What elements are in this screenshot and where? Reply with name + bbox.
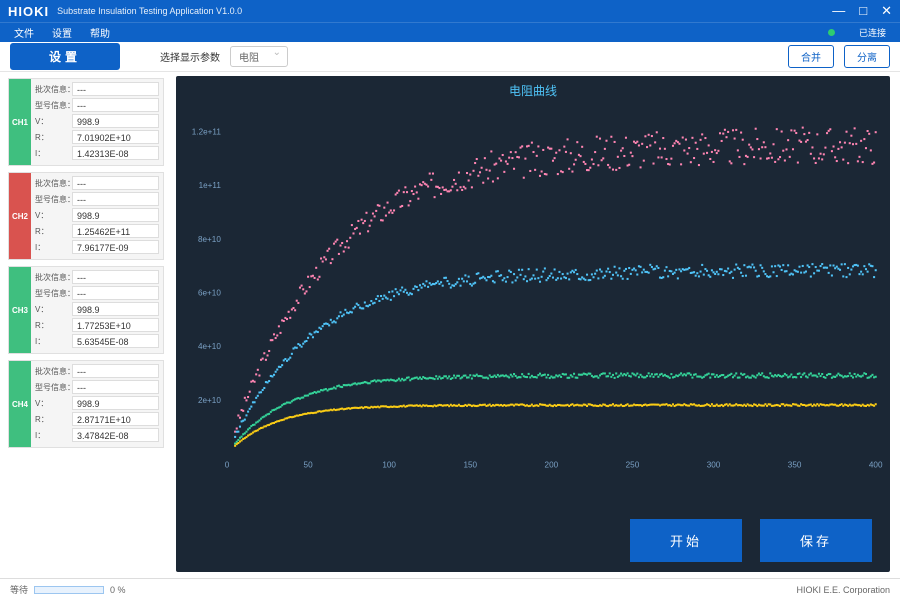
field-label-model: 型号信息： <box>35 194 69 205</box>
field-value-batch: --- <box>72 176 159 190</box>
channel-sidebar: CH1批次信息：---型号信息：---V：998.9R：7.01902E+10I… <box>0 72 172 578</box>
field-label-current: I： <box>35 242 69 253</box>
field-value-voltage: 998.9 <box>72 208 159 222</box>
field-label-voltage: V： <box>35 116 69 127</box>
field-label-batch: 批次信息： <box>35 272 69 283</box>
save-button[interactable]: 保存 <box>760 519 872 562</box>
menu-help[interactable]: 帮助 <box>90 25 110 40</box>
status-wait-label: 等待 <box>10 583 28 596</box>
channel-card: CH2批次信息：---型号信息：---V：998.9R：1.25462E+11I… <box>8 172 164 260</box>
svg-text:300: 300 <box>707 461 721 470</box>
field-value-model: --- <box>72 286 159 300</box>
field-value-batch: --- <box>72 270 159 284</box>
field-value-resistance: 1.77253E+10 <box>72 318 159 332</box>
channel-id-label: CH1 <box>9 79 31 165</box>
field-label-batch: 批次信息： <box>35 366 69 377</box>
menu-settings[interactable]: 设置 <box>52 25 72 40</box>
svg-text:6e+10: 6e+10 <box>198 288 221 297</box>
menu-bar: 文件 设置 帮助 已连接 <box>0 22 900 42</box>
svg-text:100: 100 <box>382 461 396 470</box>
field-label-model: 型号信息： <box>35 100 69 111</box>
maximize-icon[interactable]: □ <box>859 3 867 19</box>
svg-text:4e+10: 4e+10 <box>198 342 221 351</box>
field-value-model: --- <box>72 380 159 394</box>
field-label-resistance: R： <box>35 226 69 237</box>
field-label-voltage: V： <box>35 210 69 221</box>
channel-id-label: CH2 <box>9 173 31 259</box>
svg-text:400: 400 <box>869 461 883 470</box>
field-value-model: --- <box>72 192 159 206</box>
field-label-model: 型号信息： <box>35 382 69 393</box>
title-bar: HIOKI Substrate Insulation Testing Appli… <box>0 0 900 22</box>
channel-id-label: CH3 <box>9 267 31 353</box>
field-label-current: I： <box>35 430 69 441</box>
merge-button[interactable]: 合并 <box>788 45 834 68</box>
close-icon[interactable]: ✕ <box>881 3 892 19</box>
toolbar: 设置 选择显示参数 电阻 合并 分离 <box>0 42 900 72</box>
field-label-batch: 批次信息： <box>35 84 69 95</box>
field-value-voltage: 998.9 <box>72 114 159 128</box>
field-value-model: --- <box>72 98 159 112</box>
channel-id-label: CH4 <box>9 361 31 447</box>
field-value-current: 1.42313E-08 <box>72 146 159 160</box>
app-subtitle: Substrate Insulation Testing Application… <box>57 6 242 16</box>
field-value-voltage: 998.9 <box>72 302 159 316</box>
svg-text:50: 50 <box>304 461 314 470</box>
field-label-model: 型号信息： <box>35 288 69 299</box>
field-value-batch: --- <box>72 82 159 96</box>
field-label-resistance: R： <box>35 414 69 425</box>
field-value-resistance: 1.25462E+11 <box>72 224 159 238</box>
channel-card: CH3批次信息：---型号信息：---V：998.9R：1.77253E+10I… <box>8 266 164 354</box>
field-value-current: 3.47842E-08 <box>72 428 159 442</box>
corporation-label: HIOKI E.E. Corporation <box>796 585 890 595</box>
menu-file[interactable]: 文件 <box>14 25 34 40</box>
field-label-voltage: V： <box>35 304 69 315</box>
field-label-current: I： <box>35 336 69 347</box>
start-button[interactable]: 开始 <box>630 519 742 562</box>
resistance-chart: 电阻曲线 2e+104e+106e+108e+101e+111.2e+11050… <box>176 76 890 572</box>
field-label-batch: 批次信息： <box>35 178 69 189</box>
split-button[interactable]: 分离 <box>844 45 890 68</box>
field-label-resistance: R： <box>35 320 69 331</box>
connection-status-icon <box>828 29 835 36</box>
svg-text:0: 0 <box>225 461 230 470</box>
field-label-resistance: R： <box>35 132 69 143</box>
progress-bar <box>34 586 104 594</box>
minimize-icon[interactable]: — <box>832 3 845 19</box>
param-select[interactable]: 电阻 <box>230 46 288 67</box>
settings-button[interactable]: 设置 <box>10 43 120 70</box>
svg-text:1e+11: 1e+11 <box>199 181 222 190</box>
field-label-current: I： <box>35 148 69 159</box>
svg-text:8e+10: 8e+10 <box>198 235 221 244</box>
field-value-resistance: 2.87171E+10 <box>72 412 159 426</box>
field-value-current: 5.63545E-08 <box>72 334 159 348</box>
svg-text:1.2e+11: 1.2e+11 <box>192 127 222 136</box>
svg-text:150: 150 <box>463 461 477 470</box>
brand-logo: HIOKI <box>8 4 49 19</box>
channel-card: CH4批次信息：---型号信息：---V：998.9R：2.87171E+10I… <box>8 360 164 448</box>
field-value-current: 7.96177E-09 <box>72 240 159 254</box>
svg-text:200: 200 <box>545 461 559 470</box>
param-select-label: 选择显示参数 <box>160 49 220 64</box>
connection-status-label: 已连接 <box>859 26 886 39</box>
status-bar: 等待 0 % HIOKI E.E. Corporation <box>0 578 900 600</box>
field-value-resistance: 7.01902E+10 <box>72 130 159 144</box>
svg-text:250: 250 <box>626 461 640 470</box>
field-value-voltage: 998.9 <box>72 396 159 410</box>
svg-text:350: 350 <box>788 461 802 470</box>
progress-percent: 0 % <box>110 585 126 595</box>
field-label-voltage: V： <box>35 398 69 409</box>
field-value-batch: --- <box>72 364 159 378</box>
svg-text:2e+10: 2e+10 <box>198 396 221 405</box>
channel-card: CH1批次信息：---型号信息：---V：998.9R：7.01902E+10I… <box>8 78 164 166</box>
